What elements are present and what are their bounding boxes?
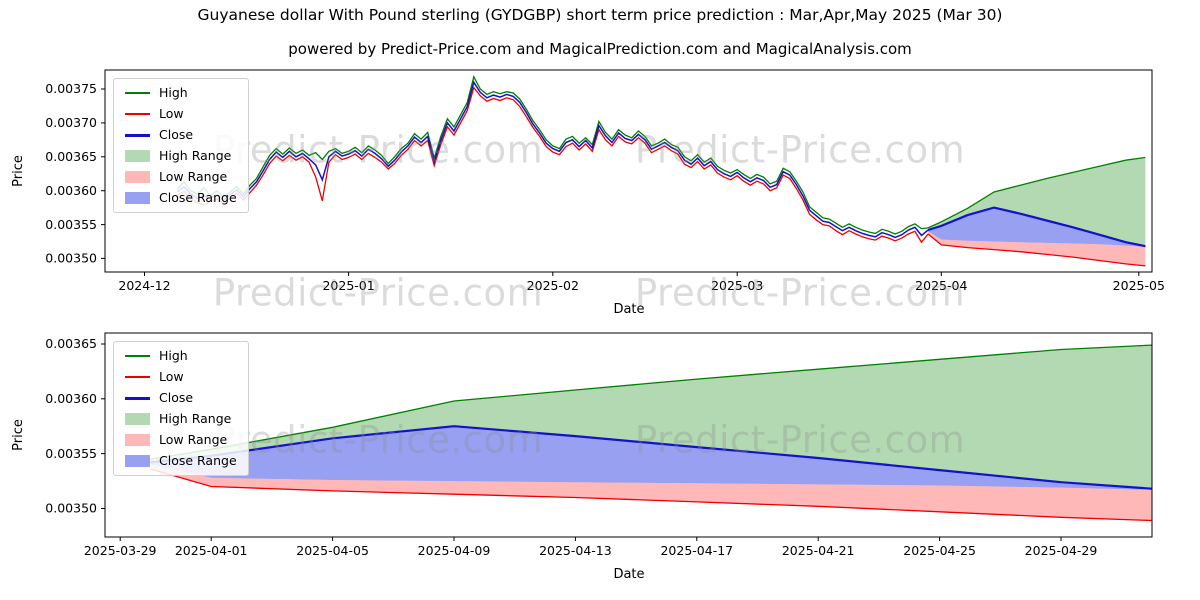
svg-text:2025-04-25: 2025-04-25	[903, 543, 976, 558]
legend-label: Low Range	[159, 431, 228, 447]
svg-text:0.00370: 0.00370	[45, 115, 97, 130]
watermark-text: Predict-Price.com	[212, 128, 544, 172]
legend-line-swatch	[125, 112, 150, 116]
legend-line-swatch	[125, 133, 150, 137]
legend-label: Close	[159, 389, 194, 405]
legend-bottom-chart: High Low Close High Range Low Range Close Ran…	[113, 341, 249, 476]
svg-text:2025-04-13: 2025-04-13	[539, 543, 612, 558]
svg-text:2025-03: 2025-03	[711, 278, 763, 293]
legend-label: High	[159, 347, 188, 363]
legend-line-swatch	[125, 396, 150, 400]
svg-text:2025-01: 2025-01	[322, 278, 374, 293]
legend-line-swatch	[125, 91, 150, 95]
svg-text:2025-04-05: 2025-04-05	[296, 543, 369, 558]
svg-text:2025-02: 2025-02	[527, 278, 579, 293]
legend-label: High	[159, 84, 188, 100]
legend-patch-swatch	[125, 413, 150, 425]
legend-top-chart: High Low Close High Range Low Range Close Ran…	[113, 78, 249, 213]
legend-label: Close Range	[159, 189, 237, 205]
legend-item-low: Low	[125, 370, 237, 384]
svg-text:2025-04-01: 2025-04-01	[175, 543, 248, 558]
legend-item-close-range: Close Range	[125, 191, 237, 205]
legend-patch-swatch	[125, 192, 150, 204]
legend-line-swatch	[125, 375, 150, 379]
legend-label: Low	[159, 368, 184, 384]
svg-text:0.00360: 0.00360	[45, 183, 97, 198]
legend-patch-swatch	[125, 150, 150, 162]
svg-text:2025-04-29: 2025-04-29	[1025, 543, 1098, 558]
svg-text:2025-04-17: 2025-04-17	[660, 543, 733, 558]
svg-text:2025-04: 2025-04	[915, 278, 967, 293]
legend-item-low: Low	[125, 107, 237, 121]
svg-text:0.00375: 0.00375	[45, 81, 97, 96]
svg-text:2024-12: 2024-12	[118, 278, 170, 293]
svg-text:Price: Price	[11, 419, 26, 451]
legend-item-low-range: Low Range	[125, 433, 237, 447]
watermark-text: Predict-Price.com	[212, 418, 544, 462]
legend-label: Low	[159, 105, 184, 121]
svg-text:2025-03-29: 2025-03-29	[84, 543, 157, 558]
legend-item-close-range: Close Range	[125, 454, 237, 468]
svg-text:2025-05: 2025-05	[1113, 278, 1165, 293]
watermark-text: Predict-Price.com	[634, 271, 966, 315]
svg-text:Date: Date	[613, 302, 644, 317]
chart-subtitle: powered by Predict-Price.com and Magical…	[288, 40, 912, 58]
svg-text:2025-04-09: 2025-04-09	[418, 543, 491, 558]
svg-text:Date: Date	[613, 567, 644, 582]
watermark-text: Predict-Price.com	[634, 418, 966, 462]
svg-text:2025-04-21: 2025-04-21	[782, 543, 855, 558]
legend-label: High Range	[159, 410, 232, 426]
svg-text:0.00355: 0.00355	[45, 446, 97, 461]
legend-label: High Range	[159, 147, 232, 163]
svg-text:Price: Price	[11, 155, 26, 187]
legend-item-close: Close	[125, 128, 237, 142]
legend-line-swatch	[125, 354, 150, 358]
legend-patch-swatch	[125, 455, 150, 467]
svg-text:0.00365: 0.00365	[45, 336, 97, 351]
chart-title: Guyanese dollar With Pound sterling (GYD…	[197, 6, 1003, 24]
watermark-text: Predict-Price.com	[634, 128, 966, 172]
svg-text:0.00360: 0.00360	[45, 391, 97, 406]
legend-item-high: High	[125, 349, 237, 363]
legend-item-low-range: Low Range	[125, 170, 237, 184]
watermark-text: Predict-Price.com	[212, 271, 544, 315]
legend-item-close: Close	[125, 391, 237, 405]
legend-label: Close	[159, 126, 194, 142]
svg-text:0.00355: 0.00355	[45, 217, 97, 232]
legend-item-high-range: High Range	[125, 412, 237, 426]
legend-patch-swatch	[125, 434, 150, 446]
svg-text:0.00365: 0.00365	[45, 149, 97, 164]
legend-label: Low Range	[159, 168, 228, 184]
svg-text:0.00350: 0.00350	[45, 251, 97, 266]
legend-patch-swatch	[125, 171, 150, 183]
legend-item-high: High	[125, 86, 237, 100]
legend-label: Close Range	[159, 452, 237, 468]
legend-item-high-range: High Range	[125, 149, 237, 163]
svg-text:0.00350: 0.00350	[45, 501, 97, 516]
